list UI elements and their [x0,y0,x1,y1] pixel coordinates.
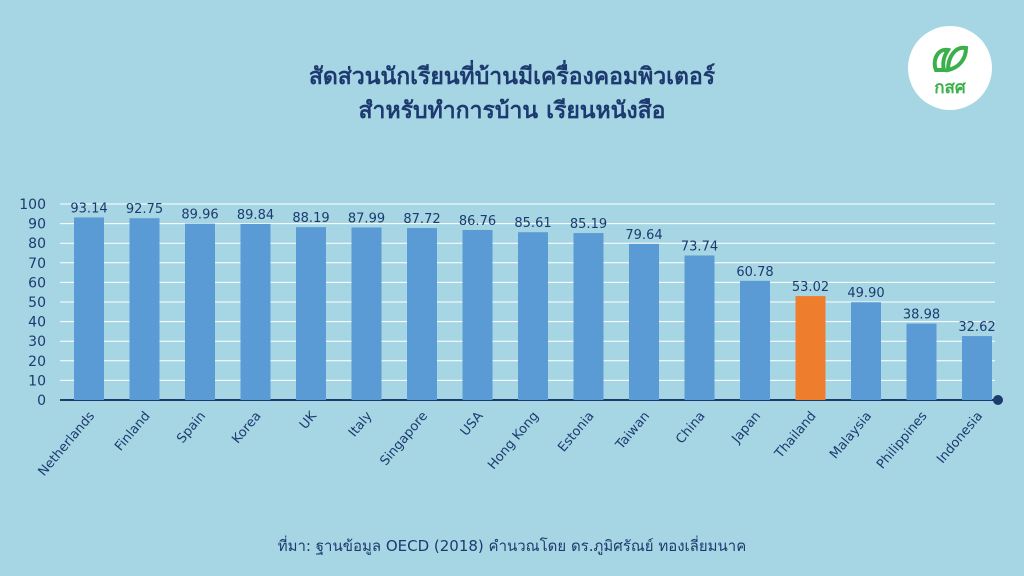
bar [351,227,382,400]
bar [462,229,493,400]
bar [185,223,215,400]
chart-title-line2: สำหรับทำการบ้าน เรียนหนังสือ [358,98,666,124]
x-tick-label: Indonesia [934,409,986,467]
bar-value-label: 53.02 [792,280,829,295]
x-tick-label: UK [297,409,320,433]
bar [518,232,548,400]
bar-value-label: 38.98 [903,308,940,323]
x-tick-label: Japan [729,409,764,447]
chart-title-line1: สัดส่วนนักเรียนที่บ้านมีเครื่องคอมพิวเตอ… [308,64,716,90]
x-tick-label: China [673,409,708,447]
bar-value-label: 93.14 [70,201,107,216]
y-tick-label: 10 [28,373,46,389]
x-tick-label: Philippines [874,409,931,472]
x-tick-label: Singapore [377,409,431,469]
bar [407,228,437,400]
bar-value-label: 79.64 [625,228,662,243]
bar-value-label: 73.74 [681,239,718,254]
bar [573,233,604,400]
y-tick-label: 80 [28,236,46,252]
bar [296,227,326,400]
bar-value-label: 85.19 [570,217,607,232]
bar-value-label: 89.96 [181,208,218,223]
x-tick-label: Spain [174,409,209,446]
logo-text: กสศ [934,78,966,98]
logo-leaf-icon [932,45,969,73]
bar-value-label: 92.75 [126,202,163,217]
x-tick-label: USA [458,409,487,439]
y-tick-label: 60 [28,275,46,291]
x-tick-label: Korea [229,409,264,447]
bar-value-label: 49.90 [847,286,884,301]
y-tick-label: 40 [28,315,46,331]
bar-value-label: 87.99 [348,212,385,227]
y-tick-label: 50 [28,295,46,311]
bar-value-label: 32.62 [958,320,995,335]
bar [962,336,992,400]
x-tick-label: Estonia [555,409,597,455]
bar [906,323,937,400]
x-tick-label: Malaysia [827,409,875,462]
bar [795,296,826,400]
bar [129,218,160,400]
bar [851,302,881,400]
y-tick-label: 90 [28,217,46,233]
logo: กสศ [908,26,992,110]
y-tick-label: 20 [28,354,46,370]
y-tick-label: 0 [37,393,46,409]
bar [240,223,271,400]
bar-value-label: 60.78 [736,265,773,280]
y-tick-label: 100 [19,197,46,213]
x-tick-label: Thailand [772,409,820,462]
axis-end-dot [993,395,1003,405]
bar-value-label: 85.61 [514,216,551,231]
x-tick-label: Netherlands [36,409,99,480]
bar [740,280,770,400]
bar [684,255,715,400]
y-tick-label: 70 [28,256,46,272]
bar-value-label: 87.72 [403,212,440,227]
x-tick-label: Hong Kong [485,409,542,473]
x-tick-label: Finland [112,409,153,454]
x-tick-label: Taiwan [613,409,654,453]
y-tick-label: 30 [28,334,46,350]
bar-value-label: 89.84 [237,208,274,223]
bar [74,217,104,400]
x-tick-label: Italy [346,409,376,440]
source-note: ที่มา: ฐานข้อมูล OECD (2018) คำนวณโดย ดร… [277,537,747,555]
bar-value-label: 86.76 [459,214,496,229]
chart-title: สัดส่วนนักเรียนที่บ้านมีเครื่องคอมพิวเตอ… [0,60,1024,128]
bar-value-label: 88.19 [292,211,329,226]
bar [629,243,659,400]
